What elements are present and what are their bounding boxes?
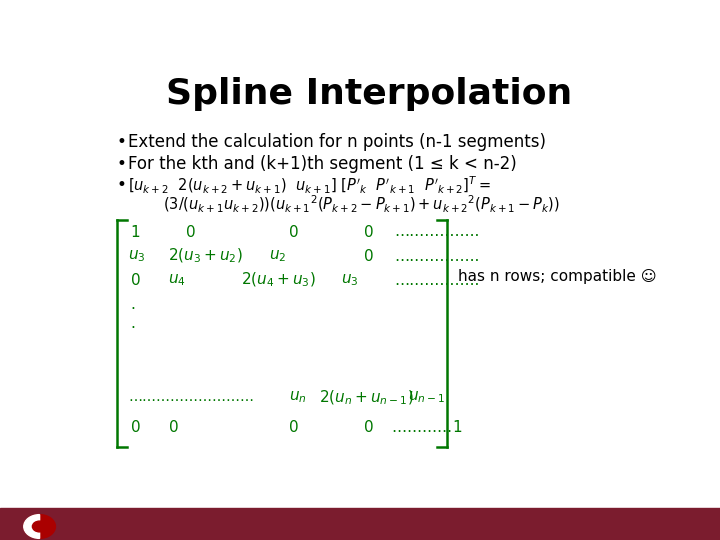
- Text: $u_4$: $u_4$: [168, 272, 186, 288]
- Text: $u_3$: $u_3$: [341, 272, 359, 288]
- Text: $2(u_3+u_2)$: $2(u_3+u_2)$: [168, 247, 243, 265]
- Text: •: •: [117, 155, 127, 173]
- Text: $0$: $0$: [288, 418, 299, 435]
- Text: $0$: $0$: [130, 418, 141, 435]
- Text: Spline Interpolation: Spline Interpolation: [166, 77, 572, 111]
- Text: ……………..: ……………..: [394, 225, 480, 239]
- Text: For the kth and (k+1)th segment (1 ≤ k < n-2): For the kth and (k+1)th segment (1 ≤ k <…: [128, 155, 517, 173]
- Text: $0$: $0$: [130, 272, 141, 288]
- Text: ……………..: ……………..: [394, 248, 480, 264]
- Text: ………………………: ………………………: [128, 390, 254, 404]
- Text: $0$: $0$: [168, 418, 179, 435]
- Text: …………$1$: …………$1$: [392, 418, 462, 435]
- Text: $u_2$: $u_2$: [269, 248, 286, 264]
- Text: $2(u_n+u_{n-1})$: $2(u_n+u_{n-1})$: [319, 388, 413, 407]
- Text: $[u_{k+2}\ \ 2(u_{k+2}+u_{k+1})\ \ u_{k+1}]\ [P'_k\ \ P'_{k+1}\ \ P'_{k+2}]^T =$: $[u_{k+2}\ \ 2(u_{k+2}+u_{k+1})\ \ u_{k+…: [128, 175, 491, 196]
- Text: •: •: [117, 177, 127, 194]
- Text: $0$: $0$: [185, 224, 196, 240]
- Text: .: .: [130, 297, 135, 312]
- Text: ODTÜ
/METU: ODTÜ /METU: [83, 510, 107, 529]
- Text: $0$: $0$: [288, 224, 299, 240]
- Text: $1$: $1$: [130, 224, 140, 240]
- Text: $0$: $0$: [364, 248, 374, 264]
- Text: •: •: [117, 133, 127, 151]
- Text: $2(u_4+u_3)$: $2(u_4+u_3)$: [240, 271, 315, 289]
- Text: $(3/(u_{k+1}u_{k+2}))(u_{k+1}{}^2(P_{k+2}-P_{k+1})+u_{k+2}{}^2(P_{k+1}-P_k))$: $(3/(u_{k+1}u_{k+2}))(u_{k+1}{}^2(P_{k+2…: [163, 193, 559, 214]
- Text: $u_n$: $u_n$: [289, 389, 307, 406]
- Text: ……………..: ……………..: [394, 273, 480, 288]
- Text: $u_{n-1}$: $u_{n-1}$: [408, 389, 445, 406]
- Text: $0$: $0$: [364, 418, 374, 435]
- Text: .: .: [130, 316, 135, 331]
- Text: $0$: $0$: [364, 224, 374, 240]
- Text: has n rows; compatible ☺: has n rows; compatible ☺: [459, 269, 657, 285]
- Text: $u_3$: $u_3$: [128, 248, 145, 264]
- Text: Extend the calculation for n points (n-1 segments): Extend the calculation for n points (n-1…: [128, 133, 546, 151]
